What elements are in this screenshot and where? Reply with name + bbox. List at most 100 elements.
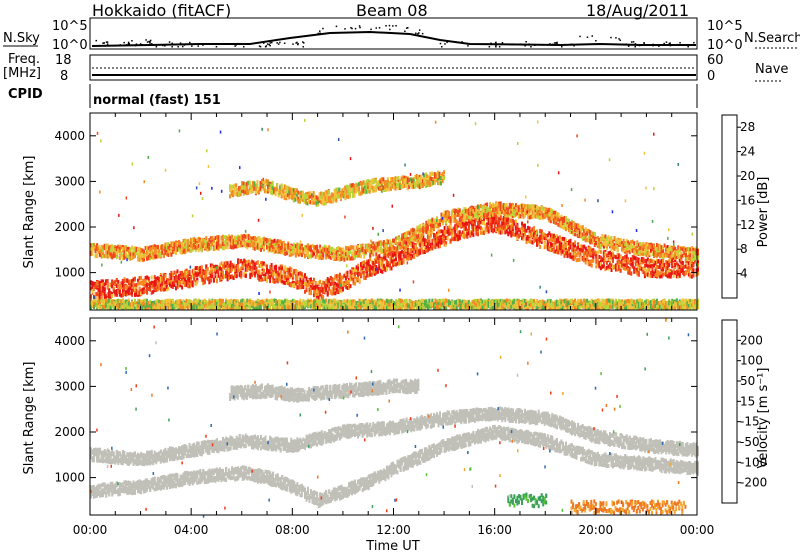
power-cell bbox=[102, 285, 105, 290]
power-cell bbox=[170, 284, 173, 289]
power-cell bbox=[270, 263, 273, 267]
power-cell bbox=[361, 266, 364, 270]
power-cell bbox=[414, 252, 417, 256]
nsearch-dot bbox=[134, 44, 137, 47]
power-cell bbox=[399, 256, 402, 261]
power-cell bbox=[452, 236, 455, 241]
power-cell bbox=[322, 295, 325, 299]
power-cell bbox=[404, 249, 407, 254]
power-cell bbox=[176, 284, 179, 289]
power-cell bbox=[454, 233, 457, 238]
power-cell bbox=[381, 266, 384, 271]
power-cell bbox=[463, 232, 466, 237]
power-cell bbox=[308, 291, 311, 295]
power-cell bbox=[103, 282, 106, 287]
nsearch-dot bbox=[519, 43, 521, 45]
power-cell bbox=[381, 257, 384, 262]
power-cell bbox=[96, 253, 99, 258]
power-cell bbox=[185, 279, 188, 284]
power-cell bbox=[96, 281, 99, 286]
nsearch-dot bbox=[561, 46, 563, 48]
power-cell bbox=[449, 238, 452, 243]
power-cell bbox=[240, 259, 243, 263]
power-cell bbox=[267, 275, 270, 280]
power-cell bbox=[313, 289, 316, 294]
power-data bbox=[90, 118, 699, 311]
power-cell bbox=[328, 279, 331, 284]
power-cell bbox=[226, 261, 229, 266]
power-cell bbox=[310, 287, 312, 292]
power-cell bbox=[203, 274, 206, 279]
power-cell bbox=[159, 287, 162, 292]
power-cell bbox=[473, 227, 476, 231]
power-cell bbox=[284, 270, 287, 274]
power-cell bbox=[525, 236, 528, 241]
power-cell bbox=[332, 278, 335, 283]
power-cell bbox=[100, 285, 103, 290]
power-cell bbox=[226, 241, 229, 246]
power-cell bbox=[173, 275, 176, 280]
power-cell bbox=[314, 293, 317, 298]
power-cell bbox=[171, 272, 174, 277]
nsearch-dot bbox=[669, 44, 672, 47]
power-cell bbox=[106, 282, 109, 287]
power-cell bbox=[90, 294, 92, 299]
power-cell bbox=[170, 280, 173, 284]
power-cell bbox=[171, 281, 174, 286]
nsearch-dot bbox=[490, 42, 492, 45]
power-cell bbox=[187, 280, 190, 285]
nsearch-dot bbox=[183, 44, 186, 46]
power-cell bbox=[508, 218, 511, 223]
nsearch-dot bbox=[105, 41, 108, 43]
power-cell bbox=[473, 218, 476, 223]
power-cell bbox=[146, 283, 149, 287]
power-cell bbox=[291, 283, 294, 288]
power-cell bbox=[612, 258, 614, 263]
power-cell bbox=[524, 227, 526, 232]
power-cell bbox=[480, 216, 482, 221]
power-cell bbox=[135, 291, 138, 295]
power-cell bbox=[197, 267, 200, 272]
nsearch-dot bbox=[418, 29, 421, 31]
power-cell bbox=[329, 282, 332, 287]
power-cell bbox=[120, 293, 123, 298]
power-cell bbox=[373, 269, 376, 274]
power-cell bbox=[196, 280, 199, 285]
power-cell bbox=[487, 217, 490, 221]
power-cell bbox=[407, 248, 410, 252]
power-cell bbox=[272, 275, 275, 280]
power-cell bbox=[211, 265, 214, 270]
power-cell bbox=[422, 235, 425, 240]
power-cell bbox=[281, 279, 284, 284]
power-cell bbox=[331, 277, 334, 282]
nsearch-dot bbox=[421, 32, 424, 35]
power-cell bbox=[367, 264, 370, 269]
nsearch-dot bbox=[155, 46, 158, 48]
power-cell bbox=[143, 278, 146, 283]
power-cell bbox=[516, 236, 519, 240]
power-cell bbox=[379, 268, 382, 273]
power-cell bbox=[300, 274, 303, 279]
power-cell bbox=[261, 261, 264, 266]
power-cell bbox=[469, 232, 472, 237]
power-cell bbox=[176, 269, 179, 274]
nsearch-dot bbox=[693, 41, 695, 44]
power-cell bbox=[244, 260, 247, 265]
nsearch-dot bbox=[302, 41, 304, 43]
power-cell bbox=[260, 277, 262, 282]
power-cell bbox=[478, 216, 481, 221]
power-cell bbox=[483, 216, 485, 221]
power-cell bbox=[480, 219, 482, 224]
nsearch-dot bbox=[344, 28, 346, 30]
power-cell bbox=[501, 229, 504, 234]
power-cell bbox=[202, 277, 205, 282]
power-cell bbox=[214, 264, 217, 269]
power-cell bbox=[483, 230, 485, 235]
power-cell bbox=[335, 289, 338, 294]
power-cell bbox=[511, 219, 514, 224]
power-cell bbox=[284, 276, 287, 281]
nsearch-dot bbox=[395, 25, 397, 27]
power-cell bbox=[261, 264, 264, 269]
nsearch-dot bbox=[295, 42, 297, 44]
power-cell bbox=[191, 283, 194, 288]
